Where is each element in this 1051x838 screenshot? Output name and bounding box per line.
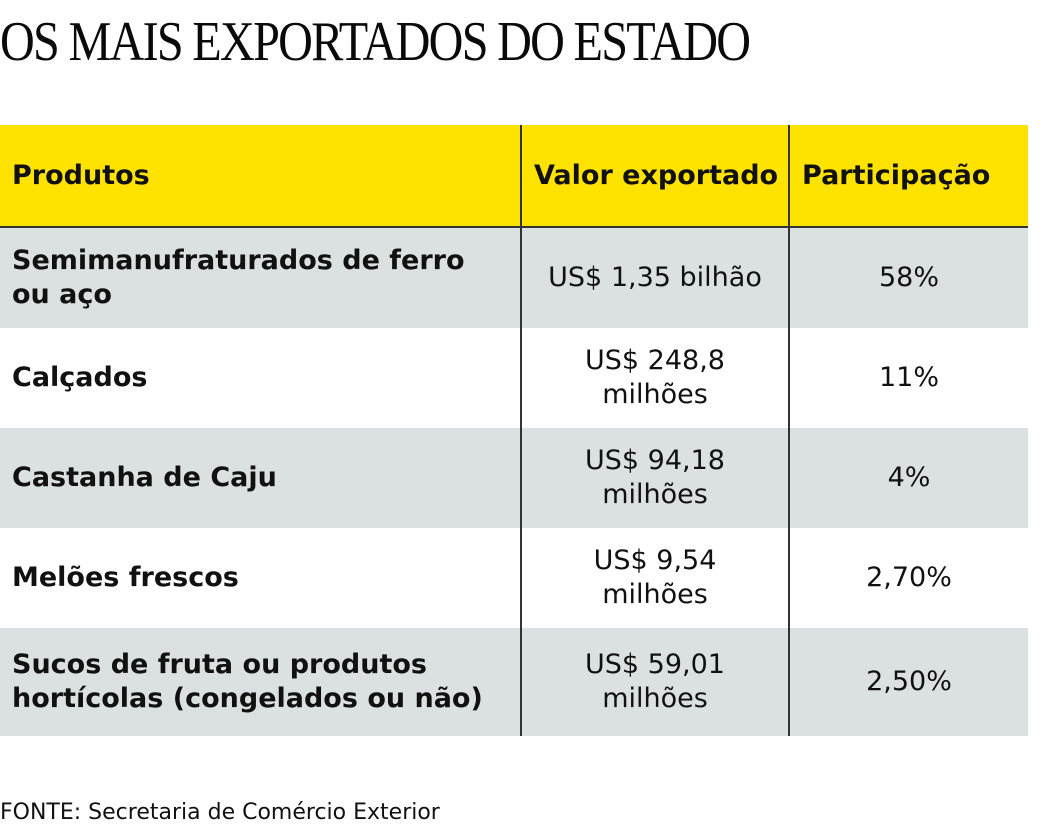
cell-valor: US$ 94,18 milhões xyxy=(520,428,789,528)
cell-valor: US$ 9,54 milhões xyxy=(520,528,789,628)
table-row: Melões frescos US$ 9,54 milhões 2,70% xyxy=(0,528,1028,628)
cell-participacao: 2,70% xyxy=(788,528,1028,628)
table-row: Semimanufraturados de ferro ou aço US$ 1… xyxy=(0,227,1028,328)
header-participacao: Participação xyxy=(788,125,1028,228)
table-row: Sucos de fruta ou produtos hortícolas (c… xyxy=(0,628,1028,736)
cell-produto: Melões frescos xyxy=(0,528,521,628)
cell-participacao: 2,50% xyxy=(788,628,1028,736)
table-row: Calçados US$ 248,8 milhões 11% xyxy=(0,328,1028,428)
table-row: Castanha de Caju US$ 94,18 milhões 4% xyxy=(0,428,1028,528)
cell-participacao: 58% xyxy=(788,227,1028,328)
cell-produto: Sucos de fruta ou produtos hortícolas (c… xyxy=(0,628,521,736)
source-note: FONTE: Secretaria de Comércio Exterior xyxy=(0,800,440,825)
cell-participacao: 11% xyxy=(788,328,1028,428)
exports-table: Produtos Valor exportado Participação Se… xyxy=(0,125,1028,736)
cell-produto: Semimanufraturados de ferro ou aço xyxy=(0,227,521,328)
cell-valor: US$ 248,8 milhões xyxy=(520,328,789,428)
cell-produto: Calçados xyxy=(0,328,521,428)
header-valor: Valor exportado xyxy=(520,125,789,228)
cell-participacao: 4% xyxy=(788,428,1028,528)
cell-produto: Castanha de Caju xyxy=(0,428,521,528)
header-produtos: Produtos xyxy=(0,125,521,228)
page-title: OS MAIS EXPORTADOS DO ESTADO xyxy=(0,11,751,73)
table-header-row: Produtos Valor exportado Participação xyxy=(0,125,1028,228)
cell-valor: US$ 59,01 milhões xyxy=(520,628,789,736)
cell-valor: US$ 1,35 bilhão xyxy=(520,227,789,328)
